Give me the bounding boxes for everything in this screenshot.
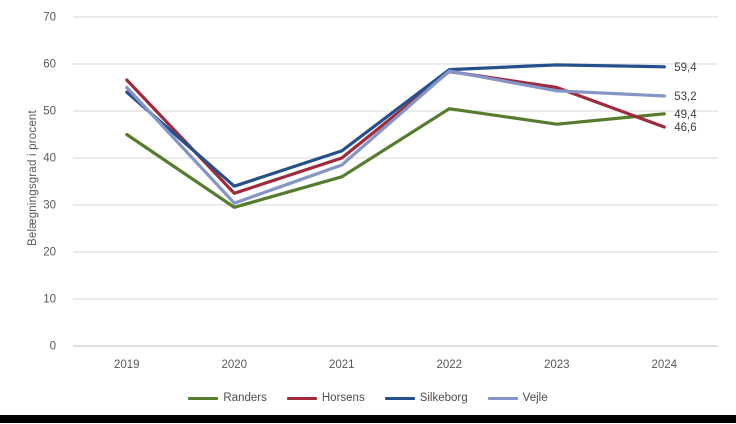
chart-legend: Randers Horsens Silkeborg Vejle — [0, 387, 736, 409]
x-tick-label: 2023 — [544, 359, 570, 371]
series-line-randers — [125, 107, 666, 209]
plot-area: 0 10 20 30 40 50 60 70 2019 2020 2021 2022 2023 2024 4… — [43, 12, 718, 371]
y-tick-label: 70 — [43, 12, 56, 24]
legend-label: Vejle — [522, 392, 548, 404]
y-tick-label: 0 — [50, 341, 56, 353]
legend-label: Silkeborg — [419, 392, 468, 404]
y-tick-label: 40 — [43, 153, 56, 165]
y-tick-label: 60 — [43, 59, 56, 71]
legend-item-silkeborg: Silkeborg — [384, 392, 468, 404]
series-line-silkeborg — [125, 63, 666, 188]
end-data-label-silkeborg: 59,4 — [674, 62, 697, 74]
legend-line-swatch — [286, 396, 317, 400]
series-line-horsens — [125, 69, 666, 195]
y-axis-title: Belægningsgrad i procent — [27, 110, 39, 246]
y-tick-label: 10 — [43, 294, 56, 306]
y-tick-label: 30 — [43, 200, 56, 212]
bottom-border-bar — [0, 415, 736, 423]
legend-label: Randers — [223, 392, 267, 404]
x-tick-label: 2019 — [114, 359, 140, 371]
legend-line-swatch — [188, 396, 219, 400]
x-tick-label: 2020 — [221, 359, 247, 371]
legend-item-randers: Randers — [188, 392, 267, 404]
legend-line-swatch — [384, 396, 415, 400]
x-tick-label: 2022 — [436, 359, 462, 371]
y-tick-label: 20 — [43, 247, 56, 259]
end-data-label-horsens: 46,6 — [674, 122, 696, 134]
series-line-vejle — [125, 69, 666, 205]
y-tick-label: 50 — [43, 106, 56, 118]
x-tick-label: 2021 — [329, 359, 355, 371]
legend-item-vejle: Vejle — [487, 392, 548, 404]
x-tick-label: 2024 — [651, 359, 677, 371]
end-data-label-vejle: 53,2 — [674, 91, 696, 103]
end-data-label-randers: 49,4 — [674, 109, 697, 121]
legend-label: Horsens — [321, 392, 365, 404]
legend-line-swatch — [487, 396, 518, 400]
legend-item-horsens: Horsens — [286, 392, 365, 404]
